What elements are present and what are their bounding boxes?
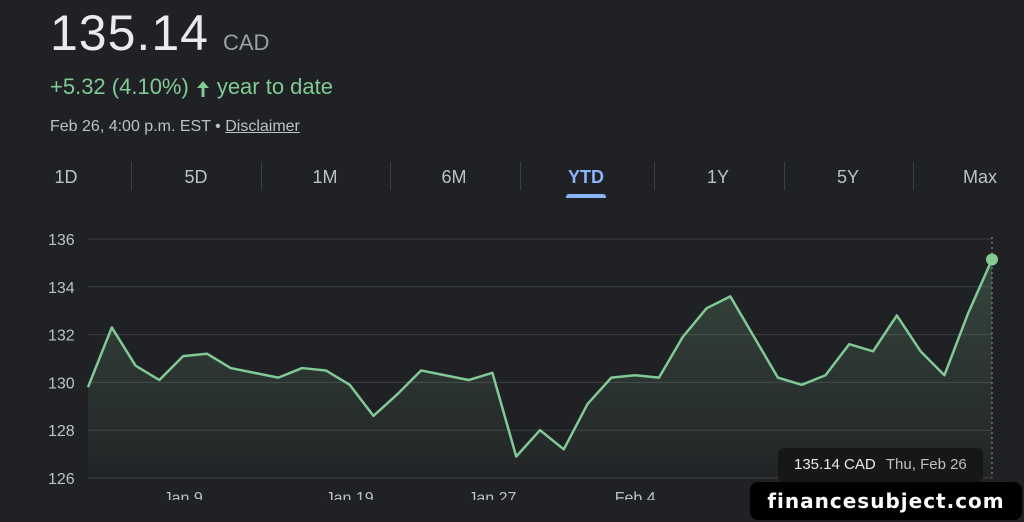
tab-6m[interactable]: 6M bbox=[441, 167, 467, 187]
y-tick-label: 134 bbox=[48, 280, 75, 297]
timestamp-row: Feb 26, 4:00 p.m. EST • Disclaimer bbox=[50, 118, 300, 136]
y-tick-label: 136 bbox=[48, 232, 75, 249]
price-change-row: +5.32 (4.10%) year to date bbox=[50, 74, 333, 100]
price-line bbox=[86, 259, 994, 458]
tooltip-date: Thu, Feb 26 bbox=[885, 456, 967, 473]
current-point-marker bbox=[986, 253, 998, 266]
range-tabs: 1D 5D 1M 6M YTD 1Y 5Y Max bbox=[0, 158, 1024, 200]
y-tick-label: 130 bbox=[48, 375, 75, 392]
tooltip-value: 135.14 CAD bbox=[794, 456, 876, 473]
price-change: +5.32 (4.10%) bbox=[50, 74, 189, 99]
tab-5y[interactable]: 5Y bbox=[836, 167, 860, 187]
price-area-fill bbox=[88, 259, 992, 478]
tab-divider bbox=[261, 162, 262, 190]
x-tick-label: Jan 19 bbox=[326, 490, 374, 500]
price-row: 135.14 CAD bbox=[50, 4, 269, 62]
x-tick-label: Feb 4 bbox=[615, 490, 656, 500]
x-tick-label: Jan 9 bbox=[164, 490, 203, 500]
tab-divider bbox=[390, 162, 391, 190]
tab-max[interactable]: Max bbox=[962, 167, 997, 187]
active-tab-indicator bbox=[566, 194, 606, 198]
tab-divider bbox=[784, 162, 785, 190]
watermark: financesubject.com bbox=[750, 482, 1022, 520]
disclaimer-link[interactable]: Disclaimer bbox=[225, 118, 300, 135]
tab-1d[interactable]: 1D bbox=[54, 167, 78, 187]
tab-divider bbox=[654, 162, 655, 190]
tab-divider bbox=[520, 162, 521, 190]
currency-label: CAD bbox=[222, 30, 270, 55]
arrow-up-icon bbox=[195, 78, 211, 97]
change-period: year to date bbox=[216, 74, 333, 99]
tab-divider bbox=[131, 162, 132, 190]
tab-ytd[interactable]: YTD bbox=[568, 167, 604, 187]
y-tick-label: 126 bbox=[48, 471, 75, 488]
tab-5d[interactable]: 5D bbox=[184, 167, 208, 187]
timestamp: Feb 26, 4:00 p.m. EST bbox=[50, 118, 211, 135]
separator-dot: • bbox=[215, 118, 221, 135]
y-tick-label: 128 bbox=[48, 423, 75, 440]
current-price: 135.14 bbox=[50, 5, 209, 61]
tab-1m[interactable]: 1M bbox=[312, 167, 338, 187]
x-tick-label: Jan 27 bbox=[468, 490, 516, 500]
chart-tooltip: 135.14 CAD Thu, Feb 26 bbox=[778, 448, 983, 482]
y-tick-label: 132 bbox=[48, 328, 75, 345]
tab-1y[interactable]: 1Y bbox=[706, 167, 730, 187]
price-chart: 126 128 130 132 134 136 Jan 9 Jan 19 Jan 27 Feb 4 bbox=[48, 232, 998, 500]
tab-divider bbox=[913, 162, 914, 190]
